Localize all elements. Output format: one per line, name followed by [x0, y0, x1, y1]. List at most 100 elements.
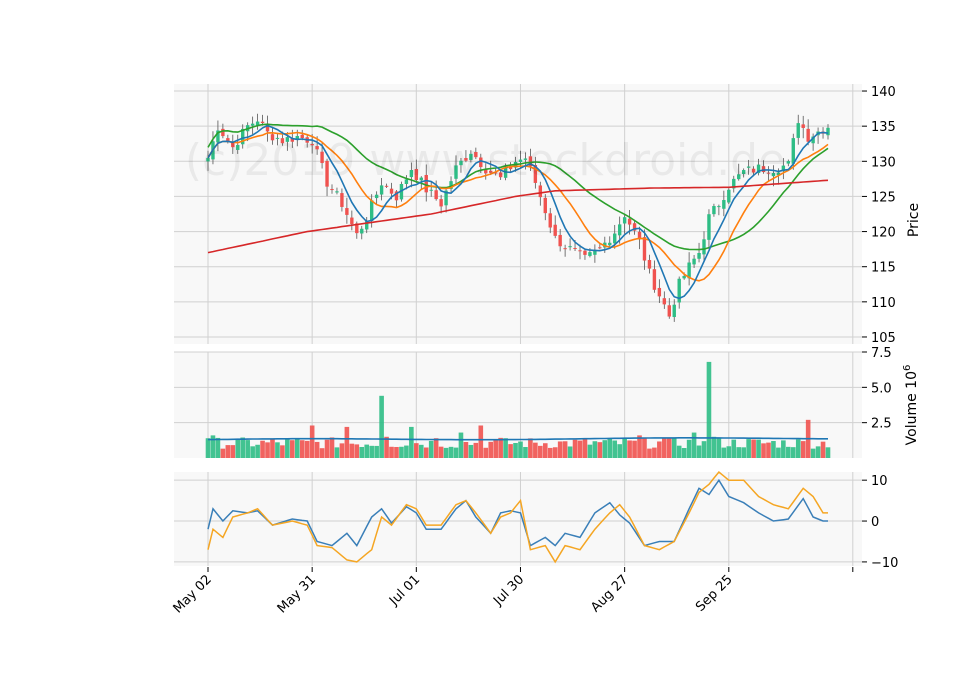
- volume-bar: [374, 445, 379, 458]
- y-tick-label: 140: [871, 85, 896, 100]
- volume-bar: [776, 447, 781, 458]
- candle-body: [404, 179, 409, 185]
- volume-bar: [210, 435, 216, 458]
- volume-bar: [652, 447, 657, 458]
- candle-body: [568, 246, 572, 248]
- y-tick-label: 130: [871, 155, 896, 170]
- candle: [771, 165, 776, 187]
- volume-bar: [657, 441, 662, 458]
- moving-average-mid-line: [207, 131, 829, 282]
- candle: [414, 159, 419, 184]
- volume-bar: [736, 447, 742, 458]
- moving-average-fast-line: [207, 124, 829, 300]
- candle: [672, 299, 676, 322]
- volume-bar: [662, 438, 667, 458]
- candle-body: [811, 136, 815, 144]
- y-tick-label: 110: [871, 296, 896, 311]
- candle-body: [290, 138, 295, 142]
- candle-body: [414, 169, 419, 181]
- candle: [464, 150, 468, 163]
- candle-body: [498, 172, 503, 178]
- candle: [384, 183, 389, 188]
- candle-body: [588, 252, 592, 256]
- candle-body: [593, 249, 597, 255]
- candle: [330, 184, 334, 194]
- candle-body: [573, 248, 577, 250]
- volume-bar: [409, 426, 414, 458]
- candle-body: [751, 168, 756, 173]
- y-axis-label: Price: [906, 203, 922, 237]
- candle: [727, 188, 731, 205]
- volume-bar: [250, 446, 255, 458]
- volume-bar: [711, 436, 717, 458]
- volume-bar: [820, 441, 826, 458]
- volume-bar: [547, 447, 553, 458]
- volume-bar: [404, 445, 409, 458]
- volume-bar: [637, 435, 642, 458]
- candle: [469, 150, 473, 163]
- volume-bar: [627, 440, 632, 458]
- candle: [687, 252, 691, 286]
- price-panel-background: [174, 84, 862, 344]
- candle: [231, 134, 235, 154]
- candle-body: [479, 157, 483, 168]
- candle-body: [727, 189, 731, 203]
- candle-body: [350, 217, 354, 224]
- volume-bar: [721, 447, 727, 458]
- candle-body: [300, 134, 304, 139]
- volume-bar: [294, 439, 300, 458]
- volume-bar: [666, 437, 672, 458]
- candle: [677, 276, 681, 309]
- candle: [722, 190, 726, 217]
- candle-body: [637, 231, 642, 240]
- volume-bar: [364, 444, 370, 458]
- candle: [429, 181, 433, 197]
- volume-bar: [414, 443, 419, 458]
- candle: [717, 204, 721, 216]
- x-tick-label: Aug 27: [588, 572, 631, 615]
- volume-bar: [344, 426, 350, 458]
- volume-bar: [825, 447, 831, 458]
- volume-bar: [334, 447, 340, 458]
- candle-body: [444, 190, 448, 206]
- candle-body: [627, 218, 632, 225]
- watermark: (c)2019 www.stockdroid.de: [185, 135, 785, 186]
- candle: [632, 219, 637, 235]
- volume-bar: [781, 440, 786, 458]
- candle-body: [548, 213, 552, 228]
- x-tick-label: May 31: [275, 572, 319, 616]
- candle-body: [766, 172, 771, 174]
- candle-body: [746, 166, 751, 168]
- y-tick-label: −10: [871, 556, 898, 571]
- candle: [563, 244, 567, 257]
- candle-body: [617, 224, 622, 236]
- candle: [667, 298, 671, 319]
- candle-body: [503, 167, 508, 178]
- x-tick-label: May 02: [171, 572, 215, 616]
- candle-body: [558, 234, 562, 247]
- candle-body: [369, 200, 374, 221]
- candle: [786, 159, 791, 167]
- candle-body: [394, 191, 399, 201]
- candle-body: [270, 134, 275, 141]
- volume-bar: [468, 444, 474, 458]
- volume-bar: [453, 447, 459, 458]
- volume-bar: [324, 439, 330, 458]
- volume-bar: [508, 444, 513, 458]
- candle-body: [429, 189, 433, 191]
- candle-body: [528, 156, 533, 167]
- candle-body: [662, 298, 667, 305]
- candle-body: [399, 183, 404, 200]
- volume-bar: [701, 441, 707, 458]
- candle: [642, 229, 647, 270]
- volume-bar: [746, 439, 751, 458]
- volume-bar: [354, 444, 360, 458]
- candle-body: [389, 188, 394, 194]
- volume-panel: 2.5 5.0 7.5 Volume 106: [174, 346, 920, 458]
- volume-bar: [473, 442, 479, 458]
- candle-body: [717, 206, 721, 208]
- candle: [270, 127, 275, 145]
- volume-bar: [314, 441, 320, 458]
- candle: [350, 210, 354, 231]
